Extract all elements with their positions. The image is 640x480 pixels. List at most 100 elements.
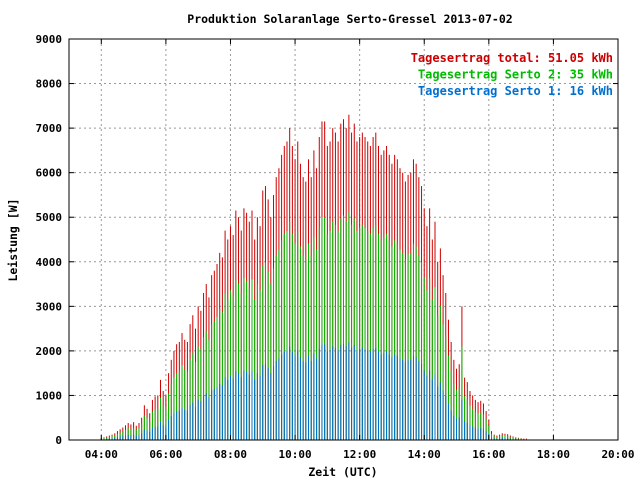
bar-serto1: [149, 431, 151, 440]
bar-serto2: [313, 237, 315, 440]
bar-serto1: [157, 426, 159, 440]
bar-serto2: [329, 231, 331, 440]
bar-serto1: [227, 379, 229, 440]
bar-serto2: [359, 227, 361, 440]
bar-serto1: [337, 350, 339, 440]
bar-serto1: [216, 387, 218, 440]
bar-serto1: [205, 393, 207, 440]
bar-serto1: [404, 362, 406, 440]
bar-serto2: [267, 271, 269, 440]
bar-serto1: [407, 360, 409, 440]
bar-serto1: [208, 397, 210, 440]
bar-serto2: [151, 411, 153, 440]
bar-serto2: [472, 408, 474, 440]
bar-serto2: [509, 436, 511, 440]
chart-title: Produktion Solaranlage Serto-Gressel 201…: [187, 12, 512, 26]
bar-serto1: [299, 357, 301, 440]
y-tick-label: 6000: [36, 167, 63, 180]
bar-serto1: [375, 347, 377, 440]
bar-serto2: [375, 224, 377, 440]
bar-serto1: [318, 349, 320, 440]
bar-serto1: [308, 355, 310, 440]
bar-serto1: [286, 350, 288, 440]
bar-serto1: [213, 389, 215, 440]
bar-serto1: [229, 375, 231, 440]
bar-serto2: [407, 254, 409, 440]
bar-serto2: [127, 428, 129, 440]
bar-serto1: [283, 351, 285, 440]
bar-serto1: [485, 431, 487, 440]
bar-serto1: [372, 349, 374, 440]
bar-serto2: [369, 234, 371, 440]
bar-serto2: [404, 259, 406, 440]
bar-serto1: [313, 353, 315, 440]
bar-serto1: [294, 355, 296, 440]
bar-serto2: [154, 409, 156, 440]
bar-serto2: [485, 419, 487, 440]
bar-serto2: [197, 346, 199, 440]
bar-serto2: [278, 249, 280, 440]
bar-serto2: [447, 355, 449, 440]
bar-serto2: [176, 372, 178, 440]
bar-serto2: [410, 252, 412, 440]
bar-serto1: [329, 350, 331, 440]
bar-serto1: [141, 433, 143, 440]
bar-serto1: [248, 374, 250, 440]
bar-serto2: [184, 369, 186, 440]
bar-serto1: [469, 425, 471, 440]
bar-serto2: [111, 436, 113, 440]
bar-serto2: [302, 255, 304, 440]
bar-serto2: [254, 299, 256, 440]
bar-serto2: [351, 224, 353, 440]
bar-serto1: [426, 375, 428, 440]
bar-serto1: [297, 350, 299, 440]
bar-serto2: [262, 265, 264, 440]
bar-serto2: [299, 246, 301, 440]
bar-serto2: [324, 216, 326, 440]
bar-serto1: [351, 347, 353, 440]
bar-serto2: [421, 262, 423, 440]
bar-serto1: [364, 349, 366, 440]
bar-serto1: [143, 429, 145, 440]
bar-serto1: [133, 434, 135, 440]
bar-serto2: [464, 396, 466, 440]
bar-serto1: [386, 351, 388, 440]
bar-serto2: [273, 268, 275, 440]
bar-serto2: [431, 299, 433, 440]
bar-serto1: [434, 374, 436, 440]
bar-serto1: [160, 421, 161, 440]
bar-serto2: [386, 234, 388, 440]
bar-serto1: [507, 438, 509, 440]
bar-serto1: [119, 436, 121, 440]
bar-serto2: [186, 371, 188, 440]
bar-serto2: [192, 352, 194, 440]
y-tick-label: 5000: [36, 211, 63, 224]
bar-serto1: [412, 355, 414, 440]
x-axis-ticks: 04:00 06:00 08:00 10:00 12:00 14:00 16:00 18:00…: [85, 39, 635, 461]
bar-serto2: [348, 212, 350, 440]
bar-serto1: [388, 354, 390, 440]
bar-serto2: [515, 438, 517, 440]
bar-serto1: [127, 434, 129, 440]
bar-serto1: [235, 371, 237, 440]
bar-serto1: [275, 361, 277, 440]
bar-serto2: [337, 231, 339, 440]
bar-serto2: [466, 399, 468, 440]
bar-serto1: [316, 358, 318, 440]
bar-serto2: [232, 296, 234, 440]
bar-serto2: [229, 290, 231, 440]
plot-frame: [68, 38, 619, 441]
bar-serto1: [359, 349, 361, 440]
y-tick-label: 9000: [36, 33, 63, 46]
series-serto1: [100, 342, 527, 440]
bar-serto1: [324, 344, 326, 440]
bar-serto2: [224, 293, 226, 440]
bar-serto1: [399, 358, 401, 440]
bar-serto2: [162, 405, 164, 440]
bar-serto2: [211, 324, 213, 440]
bar-serto1: [246, 371, 248, 440]
bar-serto1: [135, 435, 137, 440]
bar-serto2: [364, 227, 366, 440]
bar-serto2: [130, 429, 132, 440]
y-tick-label: 0: [55, 434, 62, 447]
